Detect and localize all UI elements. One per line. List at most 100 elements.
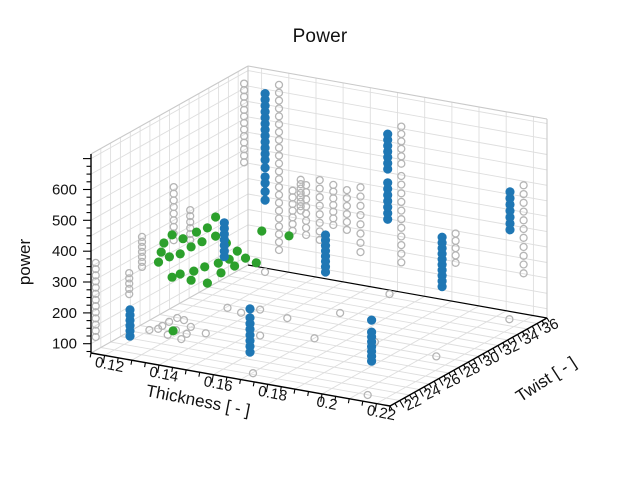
gray-open-circles-point	[274, 80, 284, 90]
green-filled-circles-point	[202, 278, 212, 288]
y-minor-tick	[394, 403, 398, 408]
gray-open-circles-point	[274, 127, 284, 137]
green-filled-circles-point	[189, 266, 199, 276]
gray-open-circles-point	[397, 223, 406, 232]
x-minor-tick	[293, 389, 296, 394]
gray-open-circles-point	[519, 224, 528, 234]
gray-open-circles-point	[125, 284, 134, 294]
gray-open-circles-point	[125, 289, 134, 299]
x-major-tick	[211, 374, 214, 383]
green-filled-circles-point	[211, 212, 221, 222]
grid-line	[376, 315, 534, 404]
gray-open-circles-point	[274, 143, 284, 152]
gray-open-circles-point	[296, 206, 305, 215]
gray-open-circles-point	[248, 369, 258, 378]
green-filled-circles-point	[230, 261, 240, 271]
gray-open-circles-point	[91, 326, 100, 335]
gray-open-circles-point	[451, 243, 460, 253]
green-filled-circles-point	[164, 252, 174, 262]
gray-open-circles-point	[296, 180, 305, 189]
gray-open-circles-point	[169, 196, 178, 205]
gray-open-circles-point	[125, 279, 134, 288]
x-minor-tick	[279, 386, 282, 392]
gray-open-circles-point	[91, 308, 100, 317]
gray-open-circles-point	[239, 158, 249, 167]
green-filled-circles-point	[216, 268, 226, 278]
z-tick-label: 600	[52, 182, 77, 199]
y-minor-tick	[482, 353, 486, 358]
gray-open-circles-point	[519, 260, 528, 269]
gray-open-circles-point	[91, 320, 100, 329]
gray-open-circles-point	[91, 258, 100, 268]
blue-filled-circles-point	[367, 315, 377, 325]
gray-open-circles-point	[91, 264, 100, 274]
gray-open-circles-point	[91, 271, 100, 280]
z-tick-label: 400	[52, 243, 77, 260]
y-minor-tick	[453, 370, 457, 375]
gray-open-circles-point	[173, 313, 182, 323]
x-minor-tick	[89, 352, 92, 358]
y-tick-label: 26	[441, 370, 463, 392]
y-major-tick	[497, 345, 503, 353]
green-filled-circles-point	[159, 238, 169, 248]
y-minor-tick	[433, 381, 437, 386]
gray-open-circles-point	[432, 352, 441, 361]
gray-open-circles-point	[274, 190, 284, 200]
chart-title: Power	[292, 26, 348, 47]
y-minor-tick	[526, 328, 531, 334]
gray-open-circles-point	[397, 159, 406, 168]
back-floor-edge	[247, 264, 548, 319]
y-tick-label: 32	[500, 337, 522, 359]
x-major-tick	[265, 384, 269, 393]
y-major-tick	[399, 400, 405, 408]
gray-open-circles-point	[451, 229, 460, 238]
gray-open-circles-point	[519, 251, 528, 260]
gray-open-circles-point	[236, 308, 246, 317]
blue-filled-circles-point	[505, 199, 515, 210]
green-filled-circles-point	[200, 262, 210, 272]
y-minor-tick	[541, 320, 545, 325]
y-major-tick	[536, 323, 542, 331]
gray-open-circles-point	[385, 289, 394, 299]
gray-open-circles-point	[137, 257, 147, 267]
gray-open-circles-point	[137, 247, 147, 257]
gray-open-circles-point	[301, 216, 311, 225]
gray-open-circles-point	[91, 332, 100, 342]
grid-line	[321, 305, 480, 395]
gray-open-circles-point	[397, 206, 406, 215]
gray-open-circles-point	[356, 229, 365, 238]
gray-open-circles-point	[342, 193, 352, 203]
gray-open-circles-point	[201, 329, 210, 338]
gray-open-circles-point	[363, 390, 372, 400]
gray-open-circles-point	[179, 315, 189, 325]
gray-open-circles-point	[223, 303, 232, 312]
x-axis-label: Thickness [ - ]	[144, 381, 251, 420]
gray-open-circles-point	[260, 267, 270, 277]
y-minor-tick	[409, 394, 413, 400]
y-minor-tick	[448, 372, 452, 378]
gray-open-circles-point	[397, 144, 406, 153]
gray-open-circles-point	[91, 289, 100, 298]
gray-open-circles-point	[342, 225, 352, 235]
x-major-tick	[102, 355, 106, 364]
blue-filled-circles-point	[505, 212, 515, 222]
blue-filled-circles-point	[260, 89, 270, 99]
grid-line	[267, 295, 425, 385]
green-filled-circles-point	[240, 253, 251, 263]
x-minor-tick	[361, 401, 364, 406]
gray-open-circles-point	[274, 96, 284, 105]
x-major-tick	[320, 393, 323, 402]
x-tick-label: 0.16	[202, 373, 234, 395]
y-tick-label: 24	[421, 381, 443, 403]
blue-filled-circles-point	[219, 218, 229, 228]
gray-open-circles-point	[164, 317, 174, 326]
gray-open-circles-point	[274, 151, 284, 160]
gray-open-circles-point	[288, 219, 297, 229]
gray-open-circles-point	[239, 79, 249, 88]
green-filled-circles-point	[191, 227, 202, 237]
y-minor-tick	[507, 339, 511, 345]
gray-open-circles-point	[342, 217, 352, 227]
gray-open-circles-point	[519, 181, 528, 190]
gray-open-circles-point	[274, 159, 284, 168]
gray-open-circles-point	[137, 232, 147, 242]
